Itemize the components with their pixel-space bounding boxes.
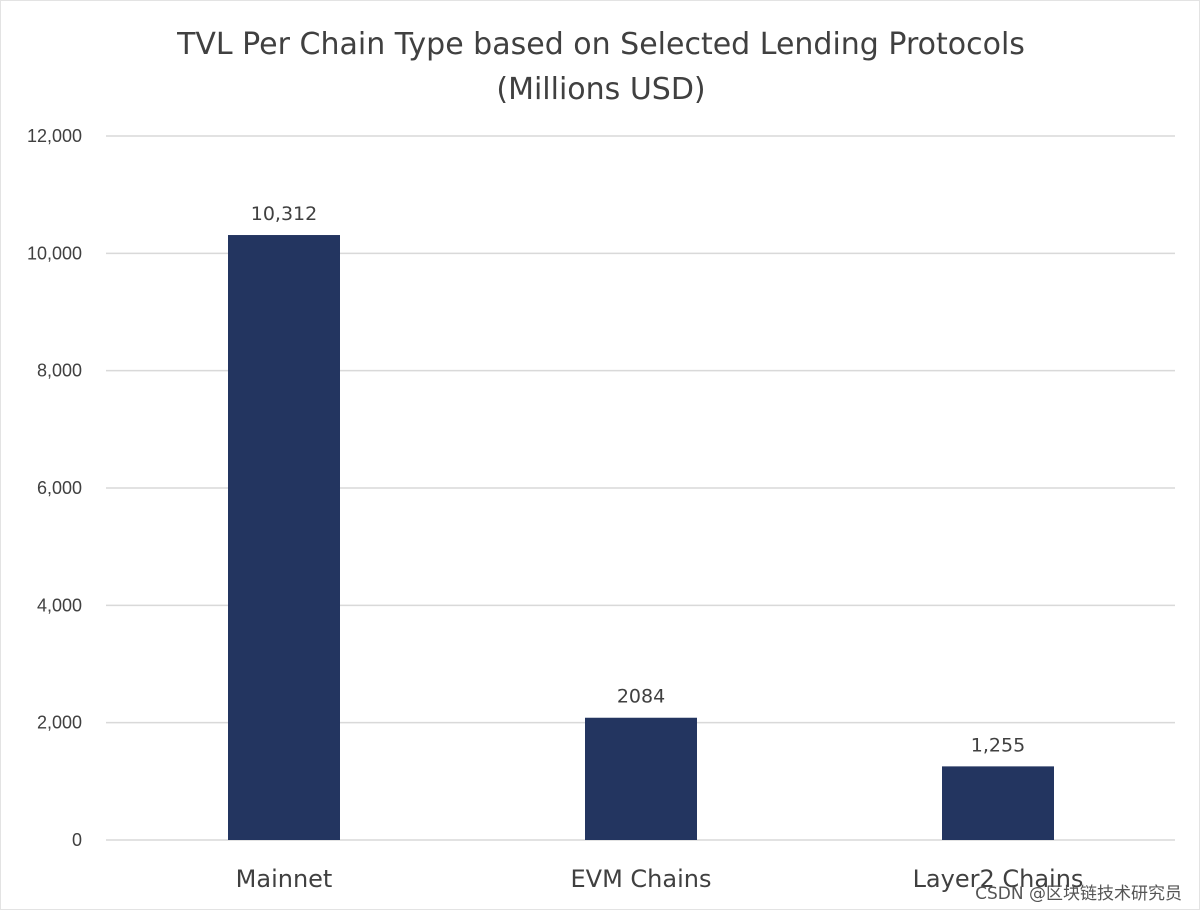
chart-title-line-1: TVL Per Chain Type based on Selected Len…	[176, 27, 1025, 62]
y-tick-label: 6,000	[37, 478, 82, 498]
y-tick-label: 12,000	[27, 126, 82, 146]
y-axis-tick-labels: 0 2,000 4,000 6,000 8,000 10,000 12,000	[27, 126, 82, 850]
data-label: 2084	[617, 686, 665, 708]
bar-layer2-chains	[942, 766, 1054, 840]
chart-title-line-2: (Millions USD)	[496, 72, 705, 107]
bar-mainnet	[228, 235, 340, 841]
bar-evm-chains	[585, 717, 697, 840]
data-label: 10,312	[251, 203, 317, 225]
x-axis-category-labels: Mainnet EVM Chains Layer2 Chains	[236, 865, 1084, 893]
data-labels: 10,312 2084 1,255	[251, 203, 1025, 756]
bars	[228, 235, 1054, 841]
chart-title: TVL Per Chain Type based on Selected Len…	[176, 27, 1025, 107]
y-tick-label: 2,000	[37, 713, 82, 733]
data-label: 1,255	[971, 734, 1025, 756]
x-category-label: Mainnet	[236, 865, 333, 893]
watermark-text: CSDN @区块链技术研究员	[975, 884, 1182, 904]
y-tick-label: 10,000	[27, 243, 82, 263]
y-tick-label: 8,000	[37, 361, 82, 381]
x-category-label: Layer2 Chains	[913, 865, 1084, 893]
y-tick-label: 0	[72, 830, 82, 850]
x-category-label: EVM Chains	[571, 865, 712, 893]
y-tick-label: 4,000	[37, 595, 82, 615]
